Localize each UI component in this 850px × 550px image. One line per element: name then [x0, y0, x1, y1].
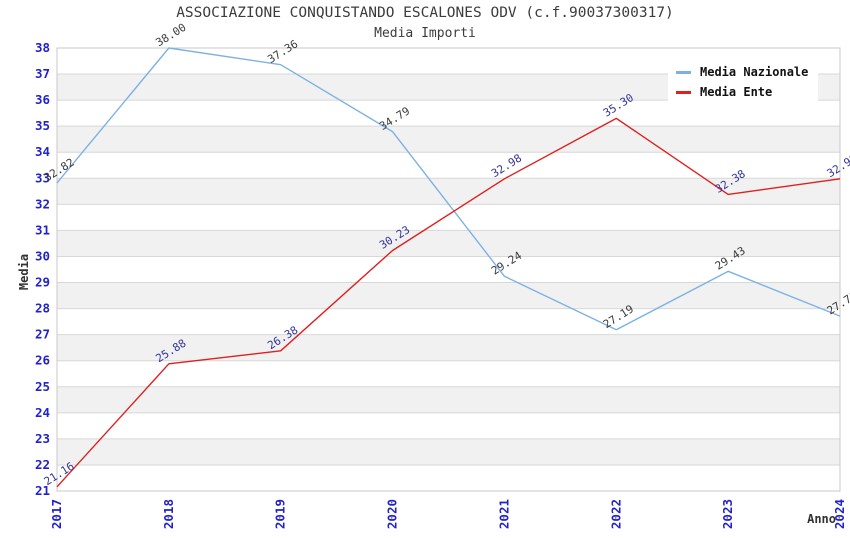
x-tick-label: 2023 — [720, 499, 735, 529]
legend-swatch-media-nazionale — [676, 70, 691, 74]
x-tick-label: 2017 — [49, 499, 64, 529]
y-tick-label: 27 — [35, 327, 50, 342]
x-tick-label: 2019 — [273, 499, 288, 529]
y-tick-label: 32 — [35, 196, 50, 211]
y-tick-label: 21 — [35, 483, 50, 498]
point-label: 32.98 — [825, 152, 850, 181]
legend: Media Nazionale Media Ente — [668, 54, 818, 110]
y-tick-label: 26 — [35, 353, 50, 368]
y-axis-title: Media — [17, 253, 31, 291]
y-tick-label: 30 — [35, 248, 50, 263]
y-tick-label: 22 — [35, 457, 50, 472]
y-tick-label: 37 — [35, 66, 50, 81]
grid-band — [57, 438, 840, 465]
point-label: 32.98 — [489, 152, 524, 181]
legend-label-media-ente: Media Ente — [700, 85, 773, 99]
plot-frame — [56, 47, 841, 492]
y-tick-label: 36 — [35, 92, 50, 107]
chart-subtitle: Media Importi — [374, 26, 476, 41]
series-media-ente — [56, 117, 841, 488]
series-media-nazionale — [56, 47, 841, 331]
y-tick-label: 23 — [35, 431, 50, 446]
grid-band — [57, 334, 840, 361]
x-tick-label: 2022 — [608, 499, 623, 529]
legend-item-media-ente: Media Ente — [676, 82, 818, 102]
point-label: 37.36 — [265, 37, 300, 66]
x-tick-label: 2018 — [161, 499, 176, 529]
grid-band — [57, 178, 840, 205]
grid-band — [57, 282, 840, 309]
y-tick-label: 38 — [35, 40, 50, 55]
y-tick-label: 24 — [35, 405, 50, 420]
x-tick-label: 2020 — [385, 499, 400, 529]
y-tick-label: 34 — [35, 144, 50, 159]
grid-band — [57, 230, 840, 257]
grid-band — [57, 126, 840, 153]
y-tick-label: 31 — [35, 222, 50, 237]
legend-label-media-nazionale: Media Nazionale — [700, 65, 809, 79]
x-tick-label: 2024 — [832, 499, 847, 529]
grid-band — [57, 386, 840, 413]
legend-item-media-nazionale: Media Nazionale — [676, 62, 818, 82]
y-tick-label: 28 — [35, 301, 50, 316]
y-tick-label: 29 — [35, 275, 50, 290]
legend-swatch-media-ente — [676, 90, 691, 94]
y-tick-label: 25 — [35, 379, 50, 394]
y-tick-label: 35 — [35, 118, 50, 133]
chart-title: ASSOCIAZIONE CONQUISTANDO ESCALONES ODV … — [176, 5, 674, 21]
y-tick-label: 33 — [35, 170, 50, 185]
point-label: 38.00 — [154, 21, 189, 50]
x-tick-label: 2021 — [496, 499, 511, 529]
x-axis-title: Anno — [807, 512, 836, 526]
